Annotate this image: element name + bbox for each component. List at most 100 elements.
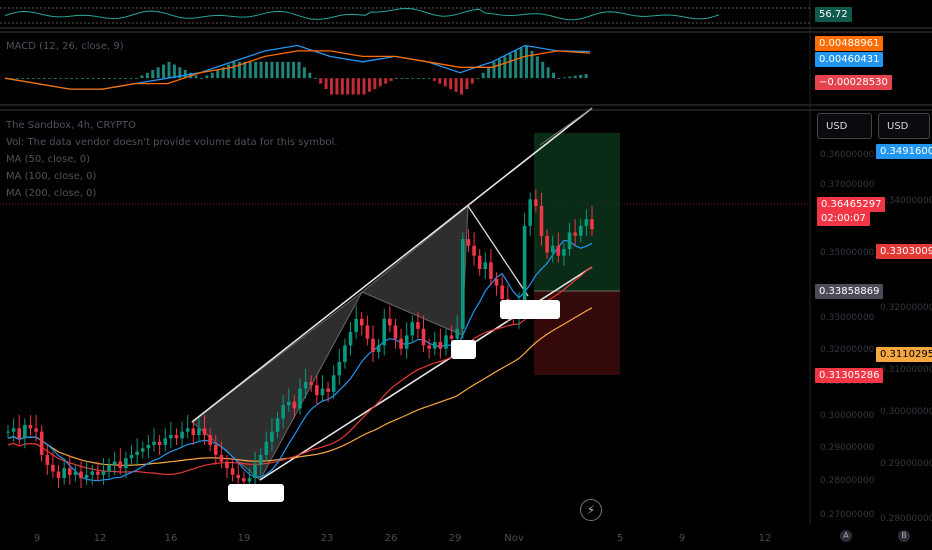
macd-hist-bar — [449, 78, 453, 90]
macd-hist-bar — [10, 78, 14, 79]
candle-body — [11, 428, 16, 432]
label-box-1[interactable] — [228, 484, 284, 502]
macd-hist-bar — [178, 67, 182, 79]
candle-body — [449, 335, 454, 339]
macd-hist-bar — [584, 74, 588, 79]
macd-hist-bar — [476, 78, 480, 79]
macd-hist-bar — [53, 78, 57, 79]
macd-hist-bar — [508, 53, 512, 79]
macd-hist-bar — [525, 45, 528, 79]
right-axis-label: 0.29000000 — [880, 459, 932, 469]
macd-hist-bar — [443, 78, 447, 87]
label-box-3[interactable] — [500, 300, 560, 319]
macd-hist-bar — [32, 78, 36, 79]
x-tick-label: 12 — [94, 533, 107, 544]
candle-body — [202, 428, 207, 435]
x-tick-label: 16 — [165, 533, 178, 544]
left-axis-label: 0.30000000 — [820, 411, 875, 421]
countdown-badge: 02:00:07 — [817, 211, 870, 226]
auto-scale-button-b[interactable]: B — [898, 530, 910, 542]
macd-hist-bar — [497, 59, 501, 79]
macd-hist-bar — [481, 72, 485, 79]
candle-body — [34, 428, 38, 432]
macd-hist-bar — [259, 61, 263, 79]
right-axis-label: 0.30000000 — [880, 407, 932, 417]
currency-select-left[interactable]: USD — [817, 113, 872, 139]
macd-hist-bar — [297, 61, 301, 79]
label-box-2[interactable] — [451, 340, 476, 359]
macd-hist-bar — [552, 72, 556, 79]
candle-body — [197, 428, 201, 435]
macd-hist-bar — [97, 78, 101, 79]
candle-body — [359, 318, 364, 326]
candle-body — [286, 401, 291, 406]
macd-hist-bar — [503, 56, 507, 79]
right-axis-label: 0.32000000 — [880, 303, 932, 313]
candles — [6, 189, 594, 492]
candle-body — [213, 444, 218, 455]
left-axis-label: 0.32000000 — [820, 345, 875, 355]
macd-hist-bar — [210, 72, 214, 79]
candle-body — [225, 461, 229, 469]
candle-body — [343, 345, 347, 362]
macd-hist-bar — [373, 78, 377, 90]
ma50-right-badge: 0.34916005 — [876, 144, 932, 159]
macd-hist-bar — [286, 61, 290, 79]
macd-hist-bar — [42, 78, 46, 79]
macd-hist-bar — [172, 64, 176, 79]
candle-body — [477, 255, 482, 269]
auto-scale-button-a[interactable]: A — [840, 530, 852, 542]
macd-hist-bar — [205, 75, 209, 79]
macd-hist-bar — [519, 48, 523, 79]
candle-body — [230, 468, 235, 475]
candle-body — [236, 474, 241, 479]
macd-hist-bar — [270, 61, 274, 79]
x-axis: 9 12 16 19 23 26 29 Nov 5 9 12 — [34, 533, 772, 544]
macd-hist-bar — [514, 50, 518, 79]
candle-body — [455, 328, 460, 339]
macd-hist-bar — [183, 70, 187, 79]
candle-body — [404, 335, 409, 349]
macd-hist-bar — [200, 78, 203, 79]
candle-body — [62, 468, 66, 479]
candle-body — [534, 199, 538, 206]
macd-hist-bar — [37, 78, 41, 79]
macd-hist-bar — [59, 78, 63, 79]
macd-hist-bar — [492, 61, 496, 79]
candle-body — [253, 464, 257, 479]
candle-body — [270, 431, 274, 442]
candle-body — [416, 322, 420, 329]
x-tick-label: 9 — [679, 533, 685, 544]
macd-hist-bar — [64, 78, 68, 79]
macd-hist-bar — [427, 78, 431, 79]
x-tick-label: 23 — [321, 533, 334, 544]
candle-body — [590, 219, 594, 230]
macd-hist-bar — [227, 64, 231, 79]
right-price-axis: 0.34000000 0.32000000 0.31000000 0.30000000… — [880, 196, 932, 524]
macd-hist-bar — [145, 72, 149, 79]
candle-body — [6, 431, 10, 433]
stop-price-badge: 0.31305286 — [815, 368, 884, 383]
macd-hist-bar — [465, 78, 469, 90]
macd-hist-bar — [319, 78, 323, 84]
lightning-icon[interactable]: ⚡ — [580, 499, 602, 521]
candle-body — [466, 239, 471, 246]
candle-body — [438, 342, 443, 349]
candle-body — [573, 232, 577, 236]
macd-hist-bar — [557, 78, 561, 79]
candle-body — [376, 345, 381, 352]
macd-hist-bar — [167, 61, 171, 79]
macd-hist-bar — [135, 78, 138, 79]
macd-hist-bar — [411, 78, 415, 79]
candle-body — [315, 385, 319, 396]
ma50-line — [7, 239, 593, 482]
candle-body — [180, 431, 184, 439]
candle-body — [320, 388, 325, 396]
candle-body — [28, 425, 33, 429]
macd-hist-bar — [335, 78, 339, 95]
candle-body — [399, 338, 403, 349]
candle-body — [545, 235, 549, 253]
macd-label: MACD (12, 26, close, 9) — [6, 41, 124, 52]
currency-select-right[interactable]: USD — [878, 113, 930, 139]
